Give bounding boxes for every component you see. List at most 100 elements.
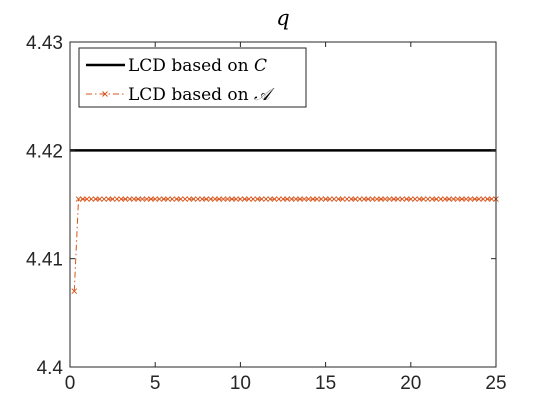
series-2-marker	[284, 196, 291, 202]
series-2-marker	[88, 196, 95, 202]
series-2-marker	[399, 196, 406, 202]
series-2-marker	[241, 196, 248, 202]
series-2-marker	[194, 196, 201, 202]
series-2-marker	[378, 196, 384, 202]
series-2-marker	[433, 196, 440, 202]
legend-label-series-2: LCD based on 𝒜	[128, 85, 275, 105]
series-2-marker	[169, 196, 176, 202]
series-2-marker	[258, 196, 265, 202]
series-2-marker	[407, 196, 414, 202]
series-2-marker	[148, 196, 154, 202]
legend-box	[78, 47, 307, 108]
series-2-marker	[301, 196, 308, 202]
series-2-marker	[467, 196, 474, 202]
series-2-marker	[233, 196, 239, 202]
legend-label-series-2-prefix: LCD based on	[128, 85, 254, 105]
series-2-marker	[160, 196, 167, 202]
y-tick-label: 4.43	[26, 33, 63, 54]
series-2-marker	[344, 196, 350, 202]
series-2-marker	[122, 196, 129, 202]
series-2-marker	[152, 196, 159, 202]
series-2-marker	[280, 196, 286, 202]
x-tick-label: 15	[315, 373, 336, 394]
series-2-marker	[207, 196, 214, 202]
series-2-marker	[480, 196, 487, 202]
series-2-marker	[365, 196, 372, 202]
series-2-marker	[339, 196, 346, 202]
series-2-marker	[459, 196, 465, 202]
series-layer	[70, 149, 499, 294]
series-2-marker	[84, 196, 90, 202]
series-2-marker	[263, 196, 269, 202]
series-2-marker	[390, 196, 397, 202]
series-2-marker	[488, 196, 495, 202]
series-2-marker	[105, 196, 112, 202]
series-2-marker	[271, 196, 278, 202]
series-2-marker	[216, 196, 222, 202]
series-2-marker	[386, 196, 393, 202]
series-2-marker	[254, 196, 261, 202]
legend-label-series-2-symbol: 𝒜	[254, 85, 275, 105]
series-2-marker	[429, 196, 435, 202]
series-2-marker	[101, 196, 107, 202]
y-tick-label: 4.42	[26, 141, 63, 162]
series-2-marker	[395, 196, 401, 202]
series-2-marker	[186, 196, 193, 202]
series-2-marker	[229, 196, 235, 202]
series-2-marker	[143, 196, 150, 202]
series-2-marker	[237, 196, 244, 202]
series-2-marker	[484, 196, 491, 202]
series-2-marker	[322, 196, 329, 202]
series-2-marker	[177, 196, 184, 202]
series-2-marker	[327, 196, 333, 202]
series-2-marker	[361, 196, 367, 202]
series-2-marker	[476, 196, 482, 202]
series-2-marker	[118, 196, 124, 202]
series-2-marker	[446, 196, 452, 202]
series-2-marker	[182, 196, 188, 202]
series-2-marker	[454, 196, 461, 202]
series-2-marker	[71, 288, 78, 294]
series-2-marker	[203, 196, 210, 202]
x-tick-label: 20	[400, 373, 421, 394]
series-2-marker	[275, 196, 282, 202]
series-2-marker	[139, 196, 146, 202]
series-2-marker	[305, 196, 312, 202]
series-2-marker	[190, 196, 197, 202]
series-2-marker	[420, 196, 427, 202]
y-tick-label: 4.4	[37, 358, 64, 379]
series-2-marker	[442, 196, 448, 202]
series-2-marker	[131, 196, 137, 202]
series-2-marker	[165, 196, 171, 202]
series-2-marker	[288, 196, 295, 202]
series-2-marker	[246, 196, 252, 202]
series-2-marker	[331, 196, 337, 202]
series-2-marker	[369, 196, 376, 202]
chart-title: q	[276, 6, 289, 30]
series-2-marker	[310, 196, 316, 202]
series-2-marker	[403, 196, 410, 202]
legend-marker-series-2	[102, 91, 108, 97]
legend-label-series-1-symbol: C	[254, 56, 267, 76]
series-2-marker	[92, 196, 99, 202]
series-2-marker	[250, 196, 256, 202]
x-tick-label: 25	[485, 373, 506, 394]
series-2-marker	[156, 196, 163, 202]
series-2-marker	[382, 196, 389, 202]
series-2-marker	[199, 196, 205, 202]
axis-layer: 0 5 10 15 20 25 4.4 4.41 4.42 4.43	[26, 33, 507, 394]
series-2-marker	[314, 196, 320, 202]
series-2-marker	[97, 196, 103, 202]
series-2-marker	[212, 196, 218, 202]
x-tick-label: 10	[230, 373, 251, 394]
series-2-marker	[437, 196, 444, 202]
series-2-marker	[450, 196, 457, 202]
series-2-marker	[173, 196, 180, 202]
series-2-marker	[220, 196, 227, 202]
series-2-marker	[267, 196, 274, 202]
series-2-marker	[126, 196, 133, 202]
series-2-marker	[109, 196, 116, 202]
series-2-marker	[135, 196, 141, 202]
